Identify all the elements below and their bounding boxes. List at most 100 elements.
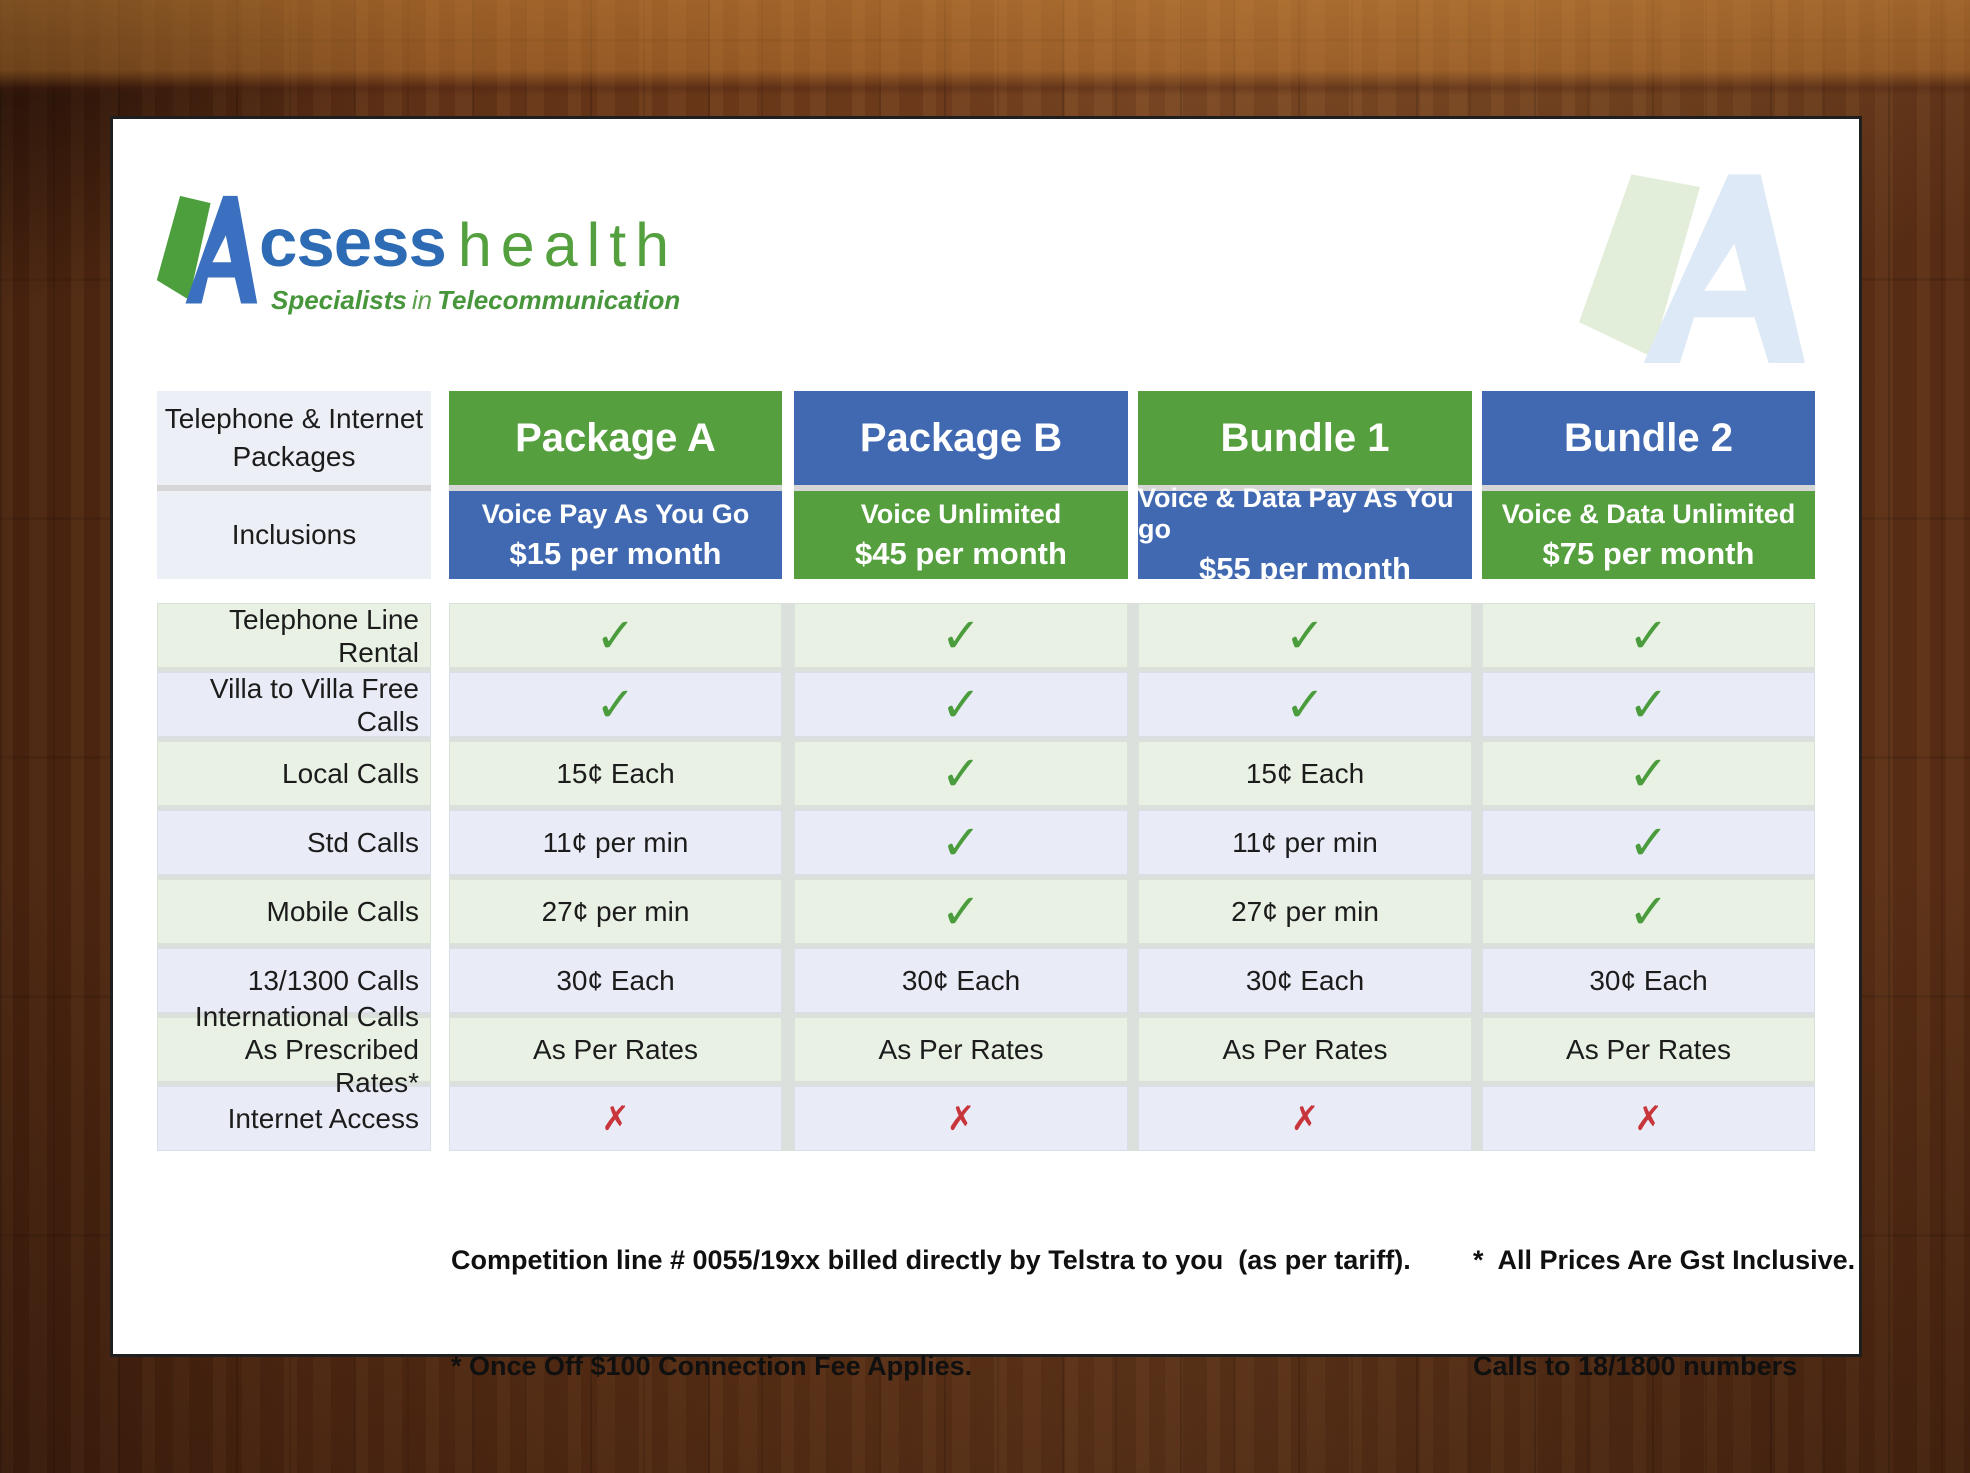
column-header-bundle-1: Bundle 1 Voice & Data Pay As You go $55 … bbox=[1138, 391, 1472, 586]
check-icon: ✓ bbox=[1628, 883, 1669, 940]
column-subheader: Voice & Data Unlimited $75 per month bbox=[1482, 485, 1815, 579]
table-cell: 30¢ Each bbox=[1482, 948, 1815, 1013]
brand-logo-icon bbox=[155, 185, 259, 314]
brand-watermark-icon bbox=[1575, 165, 1809, 368]
table-cell: 30¢ Each bbox=[449, 948, 782, 1013]
corner-title-line1: Telephone & Internet bbox=[164, 403, 424, 434]
flyer-page: csess health Specialists in Telecommunicat… bbox=[110, 116, 1862, 1381]
column-subheader: Voice Pay As You Go $15 per month bbox=[449, 485, 782, 579]
data-column-bundle-1: ✓ ✓ 15¢ Each 11¢ per min 27¢ per min 30¢… bbox=[1138, 603, 1472, 1151]
check-icon: ✓ bbox=[940, 745, 982, 802]
table-cell: ✓ bbox=[794, 741, 1128, 806]
check-icon: ✓ bbox=[1628, 814, 1669, 871]
column-subheader: Voice & Data Pay As You go $55 per month bbox=[1138, 483, 1472, 586]
cell-value: 15¢ Each bbox=[1245, 757, 1365, 789]
cell-value: 30¢ Each bbox=[901, 964, 1021, 996]
table-cell: ✗ bbox=[1482, 1086, 1815, 1151]
inclusions-label: Inclusions bbox=[231, 519, 357, 550]
row-label: Internet Access bbox=[157, 1086, 431, 1151]
data-column-bundle-2: ✓ ✓ ✓ ✓ ✓ 30¢ Each As Per Rates ✗ bbox=[1482, 603, 1815, 1151]
column-title: Bundle 2 bbox=[1482, 391, 1815, 485]
row-label: 13/1300 Calls bbox=[157, 948, 431, 1013]
footnote-gst: * All Prices Are Gst Inclusive. bbox=[1473, 1245, 1856, 1275]
table-cell: ✓ bbox=[1482, 672, 1815, 737]
column-subtitle: Voice Unlimited bbox=[860, 498, 1062, 529]
tagline-mid: in bbox=[411, 285, 433, 315]
check-icon: ✓ bbox=[940, 883, 982, 940]
table-cell: 15¢ Each bbox=[449, 741, 782, 806]
data-column-package-b: ✓ ✓ ✓ ✓ ✓ 30¢ Each As Per Rates ✗ bbox=[794, 603, 1128, 1151]
corner-title-line2: Packages bbox=[232, 441, 356, 472]
check-icon: ✓ bbox=[1284, 676, 1326, 733]
cell-value: 11¢ per min bbox=[1232, 826, 1378, 858]
tagline-lead: Specialists bbox=[271, 285, 407, 315]
check-icon: ✓ bbox=[1628, 676, 1669, 733]
table-cell: ✓ bbox=[1482, 741, 1815, 806]
table-cell: ✗ bbox=[794, 1086, 1128, 1151]
cell-value: As Per Rates bbox=[878, 1033, 1044, 1065]
table-cell: ✓ bbox=[794, 879, 1128, 944]
column-subtitle: Voice & Data Unlimited bbox=[1501, 498, 1796, 529]
column-header-bundle-2: Bundle 2 Voice & Data Unlimited $75 per … bbox=[1482, 391, 1815, 579]
row-label: Telephone Line Rental bbox=[157, 603, 431, 668]
table-cell: 15¢ Each bbox=[1138, 741, 1472, 806]
corner-title: Telephone & Internet Packages bbox=[157, 391, 431, 485]
column-title: Package B bbox=[794, 391, 1128, 485]
table-cell: ✓ bbox=[794, 810, 1128, 875]
brand-suffix: health bbox=[457, 211, 679, 279]
cell-value: As Per Rates bbox=[1222, 1033, 1388, 1065]
table-cell: As Per Rates bbox=[1482, 1017, 1815, 1082]
row-label-column: Telephone Line Rental Villa to Villa Fre… bbox=[157, 603, 431, 1151]
row-label: Mobile Calls bbox=[157, 879, 431, 944]
check-icon: ✓ bbox=[940, 607, 982, 664]
column-title: Bundle 1 bbox=[1138, 391, 1472, 485]
cross-icon: ✗ bbox=[946, 1098, 976, 1139]
cell-value: 30¢ Each bbox=[1589, 964, 1708, 996]
column-separator bbox=[1472, 603, 1482, 1151]
table-cell: ✗ bbox=[449, 1086, 782, 1151]
row-label: Villa to Villa Free Calls bbox=[157, 672, 431, 737]
cell-value: 15¢ Each bbox=[556, 757, 675, 789]
column-separator bbox=[782, 603, 794, 1151]
table-cell: ✓ bbox=[1482, 810, 1815, 875]
check-icon: ✓ bbox=[1628, 607, 1669, 664]
column-header-package-b: Package B Voice Unlimited $45 per month bbox=[794, 391, 1128, 579]
table-cell: ✓ bbox=[449, 603, 782, 668]
table-cell: ✓ bbox=[1482, 603, 1815, 668]
table-cell: 30¢ Each bbox=[1138, 948, 1472, 1013]
column-price: $45 per month bbox=[855, 535, 1067, 571]
table-cell: 27¢ per min bbox=[1138, 879, 1472, 944]
cell-value: 27¢ per min bbox=[541, 895, 690, 927]
corner-divider bbox=[157, 485, 431, 491]
footnote-competition-line: Competition line # 0055/19xx billed dire… bbox=[451, 1245, 1411, 1275]
table-cell: ✗ bbox=[1138, 1086, 1472, 1151]
table-cell: ✓ bbox=[794, 603, 1128, 668]
table-cell: As Per Rates bbox=[1138, 1017, 1472, 1082]
footnotes-right: * All Prices Are Gst Inclusive. Calls to… bbox=[1473, 1183, 1855, 1457]
column-title: Package A bbox=[449, 391, 782, 485]
table-cell: ✓ bbox=[449, 672, 782, 737]
row-label: Std Calls bbox=[157, 810, 431, 875]
table-cell: 30¢ Each bbox=[794, 948, 1128, 1013]
table-cell: ✓ bbox=[794, 672, 1128, 737]
cross-icon: ✗ bbox=[601, 1098, 630, 1139]
cell-value: 27¢ per min bbox=[1231, 895, 1379, 927]
tagline-tail: Telecommunication bbox=[437, 285, 681, 315]
footnote-1800: Calls to 18/1800 numbers bbox=[1473, 1351, 1798, 1381]
column-separator bbox=[1128, 603, 1138, 1151]
column-price: $75 per month bbox=[1542, 535, 1755, 571]
table-cell: ✓ bbox=[1482, 879, 1815, 944]
column-price: $55 per month bbox=[1199, 551, 1411, 586]
cell-value: 11¢ per min bbox=[542, 826, 689, 858]
column-price: $15 per month bbox=[509, 535, 722, 571]
brand-tagline: Specialists in Telecommunication bbox=[271, 285, 680, 316]
cross-icon: ✗ bbox=[1290, 1098, 1320, 1139]
cell-value: As Per Rates bbox=[533, 1033, 698, 1065]
cell-value: 30¢ Each bbox=[1245, 964, 1365, 996]
check-icon: ✓ bbox=[940, 676, 982, 733]
cross-icon: ✗ bbox=[1634, 1098, 1663, 1139]
a-frame-logo-icon bbox=[156, 195, 258, 304]
brand-name: csess bbox=[259, 204, 447, 281]
column-subtitle: Voice & Data Pay As You go bbox=[1138, 483, 1454, 544]
table-cell: 27¢ per min bbox=[449, 879, 782, 944]
